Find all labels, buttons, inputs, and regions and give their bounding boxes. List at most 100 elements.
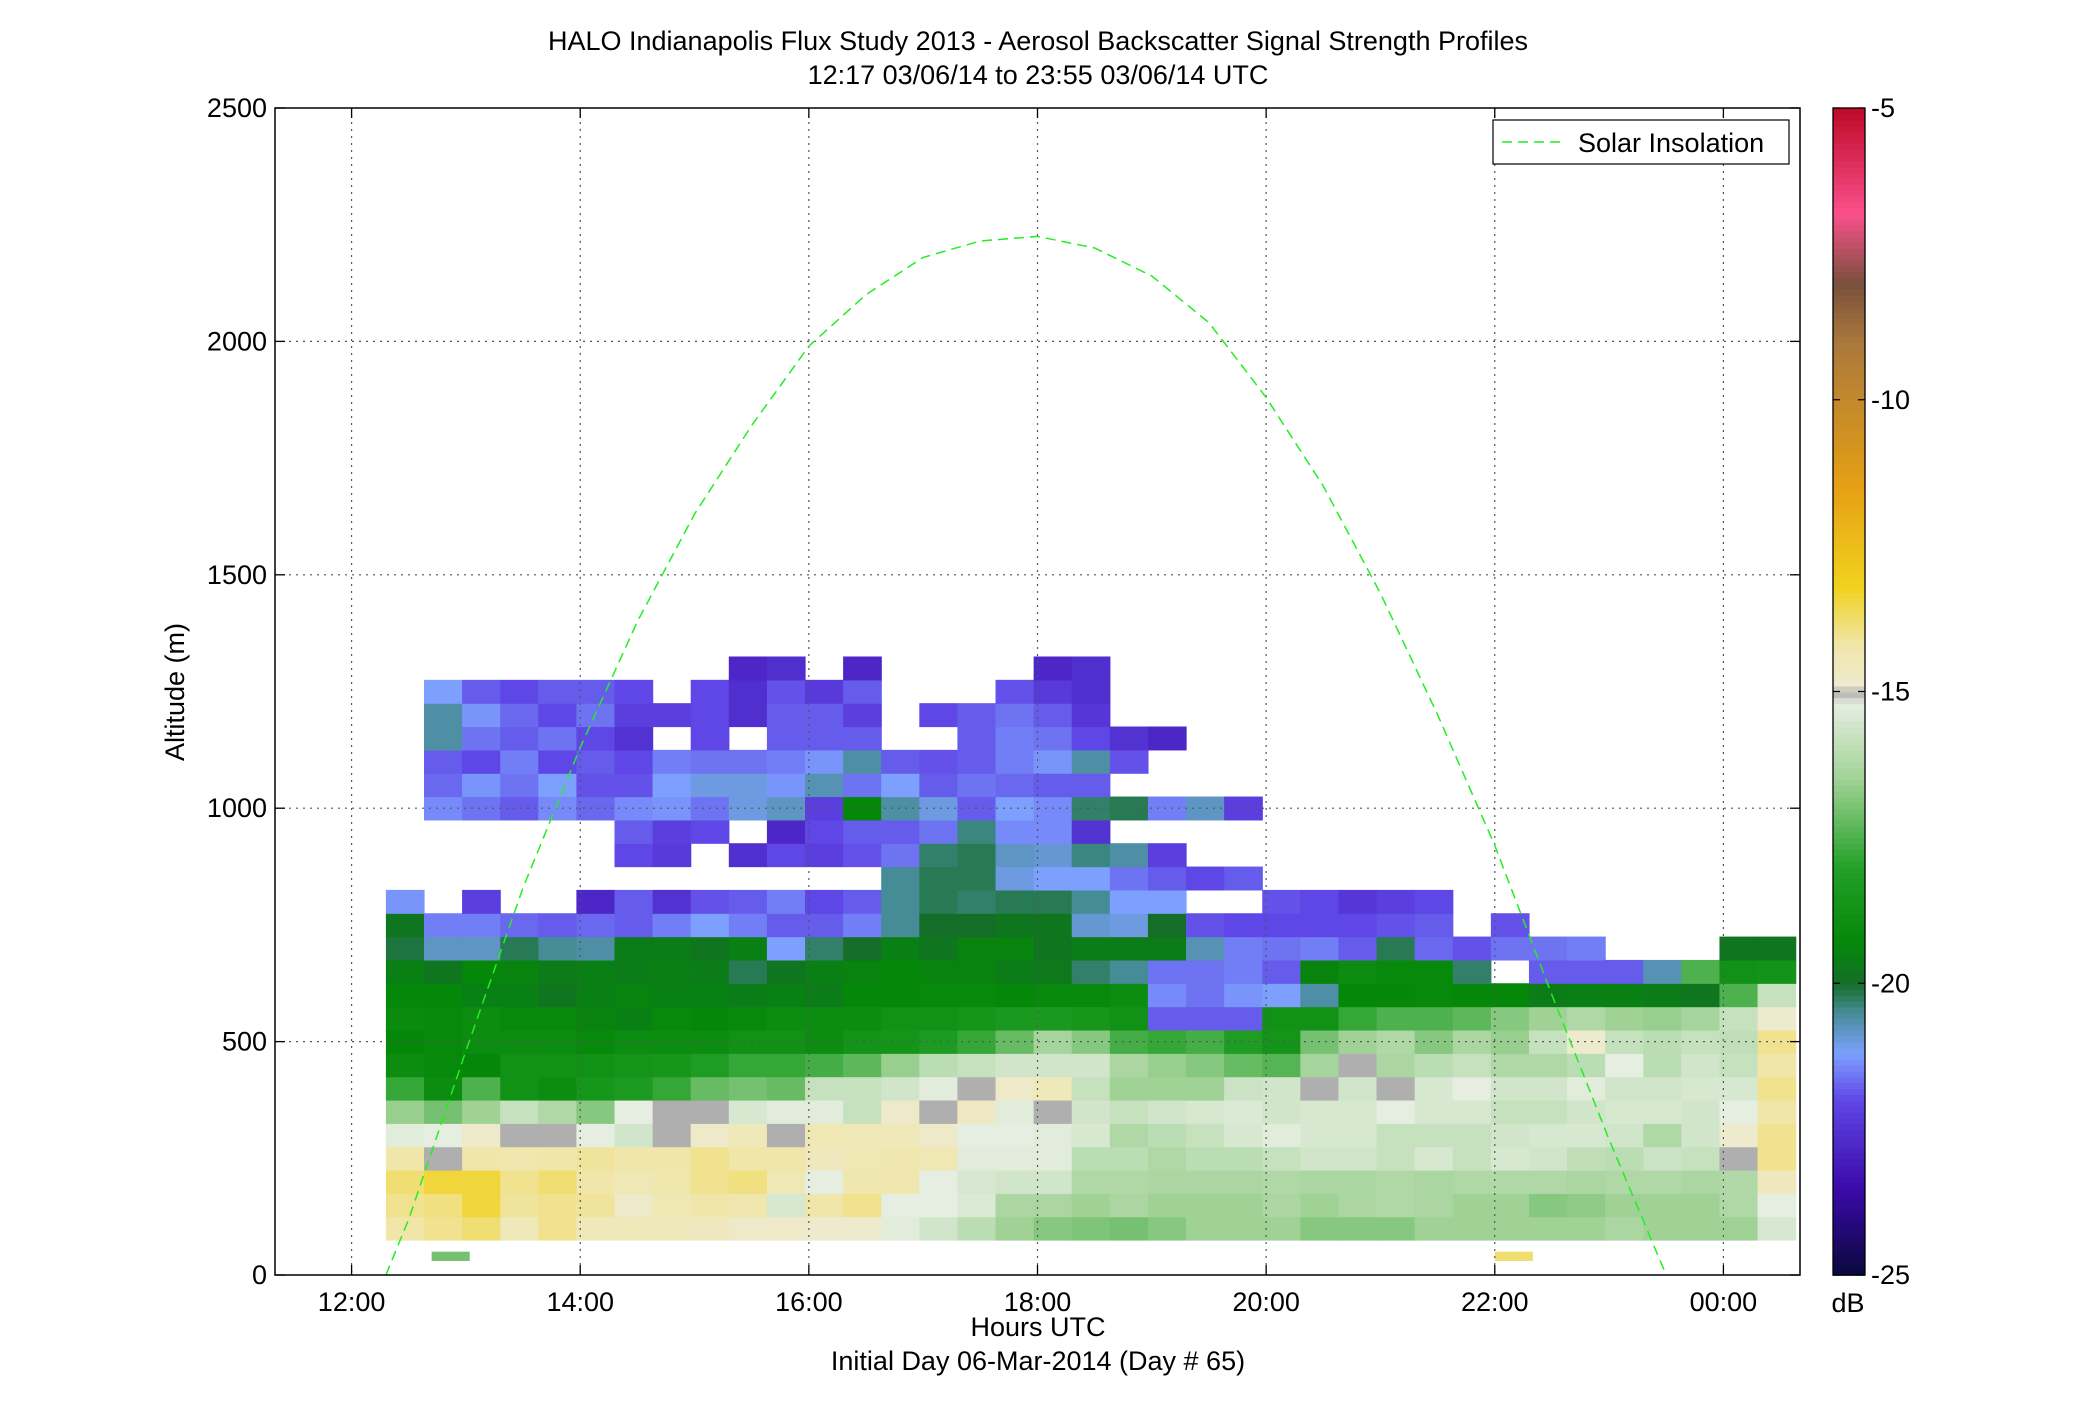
heatmap-cell xyxy=(614,1053,654,1078)
colorbar: -5 -10 -15 -20 -25 xyxy=(1832,93,1910,1290)
heatmap-cell xyxy=(766,1099,806,1124)
colorbar-segment xyxy=(1833,714,1865,722)
colorbar-segment xyxy=(1833,849,1865,856)
heatmap-cell xyxy=(881,1216,920,1241)
heatmap-cell xyxy=(1186,1169,1225,1194)
colorbar-segment xyxy=(1833,1082,1865,1090)
heatmap-cell xyxy=(500,773,539,798)
heatmap-cell xyxy=(919,773,959,798)
colorbar-segment xyxy=(1833,761,1865,769)
colorbar-segment xyxy=(1833,609,1865,617)
colorbar-segment xyxy=(1833,516,1865,524)
colorbar-segment xyxy=(1833,1006,1865,1014)
heatmap-cell xyxy=(957,889,997,914)
colorbar-segment xyxy=(1833,1041,1865,1049)
colorbar-segment xyxy=(1833,679,1865,687)
heatmap-cell xyxy=(1262,889,1301,914)
heatmap-cell xyxy=(1414,959,1454,984)
heatmap-cell xyxy=(843,843,882,868)
colorbar-segment xyxy=(1833,1193,1865,1200)
heatmap-cell xyxy=(614,843,654,868)
heatmap-cell xyxy=(1643,1146,1682,1171)
heatmap-cell xyxy=(614,959,654,984)
heatmap-cell xyxy=(995,1146,1035,1171)
heatmap-cell xyxy=(385,1123,425,1148)
colorbar-segment xyxy=(1833,907,1865,915)
heatmap-cell xyxy=(614,703,654,728)
colorbar-segment xyxy=(1833,539,1865,547)
colorbar-segment xyxy=(1833,913,1865,920)
heatmap-cell xyxy=(843,936,882,961)
heatmap-cell xyxy=(843,749,882,774)
colorbar-segment xyxy=(1833,1123,1865,1130)
heatmap-cell xyxy=(1338,1169,1378,1194)
heatmap-cell xyxy=(1033,656,1073,681)
heatmap-cell xyxy=(1071,1029,1111,1054)
heatmap-cell xyxy=(1224,983,1263,1008)
colorbar-segment xyxy=(1833,393,1865,401)
heatmap-cell xyxy=(1338,959,1378,984)
heatmap-cell xyxy=(766,679,806,704)
colorbar-segment xyxy=(1833,936,1865,944)
colorbar-segment xyxy=(1833,230,1865,238)
colorbar-segment xyxy=(1833,726,1865,734)
heatmap-cell xyxy=(1262,1099,1301,1124)
heatmap-cell xyxy=(995,1053,1035,1078)
heatmap-cell xyxy=(1528,936,1568,961)
heatmap-cell xyxy=(538,726,577,751)
heatmap-cell xyxy=(881,1169,920,1194)
heatmap-cell xyxy=(957,819,997,844)
colorbar-segment xyxy=(1833,924,1865,932)
heatmap-cell xyxy=(576,796,616,821)
heatmap-cell xyxy=(1528,1123,1568,1148)
heatmap-cell xyxy=(423,703,463,728)
heatmap-cell xyxy=(1643,1006,1682,1031)
heatmap-cell xyxy=(805,936,844,961)
heatmap-cell xyxy=(1528,959,1568,984)
colorbar-segment xyxy=(1833,428,1865,436)
heatmap-cell xyxy=(385,1146,425,1171)
heatmap-cell xyxy=(728,679,768,704)
heatmap-cell xyxy=(1414,1006,1454,1031)
heatmap-cell xyxy=(1109,1169,1149,1194)
colorbar-segment xyxy=(1833,148,1865,156)
colorbar-segment xyxy=(1833,796,1865,804)
heatmap-cell xyxy=(423,936,463,961)
heatmap-cell xyxy=(1033,866,1073,891)
heatmap-cell xyxy=(843,726,882,751)
colorbar-segment xyxy=(1833,172,1865,179)
heatmap-cell xyxy=(1224,1053,1263,1078)
colorbar-segment xyxy=(1833,989,1865,996)
colorbar-segment xyxy=(1833,959,1865,967)
heatmap-cell xyxy=(843,796,882,821)
heatmap-cell xyxy=(1643,983,1682,1008)
legend-label-solar-insolation: Solar Insolation xyxy=(1578,128,1764,158)
heatmap-cell xyxy=(1300,1053,1340,1078)
heatmap-cell xyxy=(995,749,1035,774)
heatmap-cell xyxy=(766,726,806,751)
heatmap-cell xyxy=(1109,726,1149,751)
heatmap-cell xyxy=(1452,983,1492,1008)
heatmap-cell xyxy=(652,1169,692,1194)
heatmap-cell xyxy=(1033,819,1073,844)
heatmap-cell xyxy=(690,1053,730,1078)
heatmap-cell xyxy=(576,679,616,704)
heatmap-cell xyxy=(805,843,844,868)
colorbar-segment xyxy=(1833,1181,1865,1189)
heatmap-cell xyxy=(881,796,920,821)
heatmap-cell xyxy=(1414,1029,1454,1054)
heatmap-cell xyxy=(919,749,959,774)
heatmap-cell xyxy=(1186,1146,1225,1171)
heatmap-cell xyxy=(1224,1076,1263,1101)
heatmap-cell xyxy=(1262,1029,1301,1054)
colorbar-segment xyxy=(1833,533,1865,541)
heatmap-cell xyxy=(1071,936,1111,961)
heatmap-cell xyxy=(1414,1146,1454,1171)
heatmap-cell xyxy=(957,959,997,984)
heatmap-cell xyxy=(576,1169,616,1194)
heatmap-cell xyxy=(843,656,882,681)
heatmap-cell xyxy=(1071,1169,1111,1194)
y-tick-label: 500 xyxy=(222,1027,267,1057)
colorbar-segment xyxy=(1833,1129,1865,1136)
colorbar-segment xyxy=(1833,236,1865,244)
